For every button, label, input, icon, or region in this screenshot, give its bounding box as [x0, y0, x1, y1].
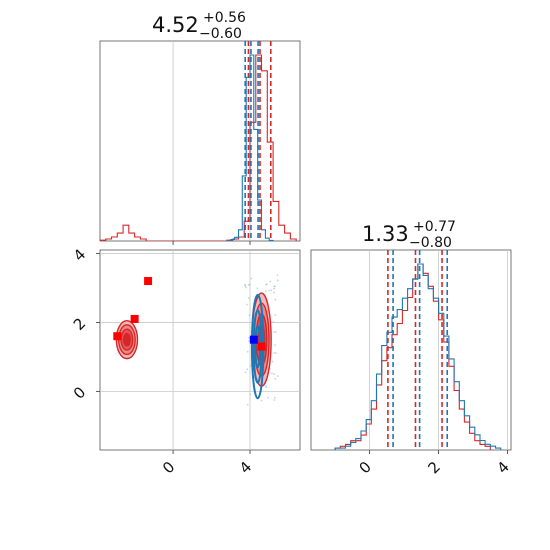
- bl-sample-dot: [271, 360, 274, 363]
- contour-series: [113, 274, 279, 406]
- bl-marker-0: [144, 277, 153, 286]
- bl-sample-dot: [274, 331, 277, 334]
- bl-sample-dot: [267, 396, 269, 399]
- br-hist-series-1: [334, 263, 502, 450]
- bl-sample-dot: [274, 377, 277, 380]
- bl-sample-dot: [270, 289, 273, 292]
- hist-top-left-ticks: [172, 241, 251, 245]
- bl-marker-1: [130, 314, 139, 323]
- hist-panel-bottom-right: 0 2 4 1.33 +0.77 −0.80: [310, 219, 513, 477]
- bl-xtick-label-0: 0: [159, 458, 178, 477]
- bl-sample-dot: [247, 284, 250, 286]
- bl-sample-dot: [274, 298, 277, 301]
- hist-top-left-series: [100, 41, 297, 241]
- br-xtick-label-2: 4: [493, 458, 512, 477]
- bl-ytick-label-1: 2: [70, 314, 89, 333]
- contour-ticks: 0 4 0 2 4: [70, 245, 255, 477]
- bl-sample-dot: [274, 396, 276, 399]
- bl-sample-dot: [246, 368, 249, 371]
- bl-sample-dot: [268, 289, 270, 292]
- bl-density-region-1-3: [122, 332, 132, 347]
- bl-marker-3: [257, 342, 266, 351]
- hist-bottom-right-title-lower: −0.80: [409, 235, 452, 251]
- bl-sample-dot: [248, 314, 251, 317]
- bl-sample-dot: [273, 331, 276, 333]
- tl-hist-series-0: [100, 54, 297, 241]
- br-xtick-label-1: 2: [424, 458, 443, 477]
- bl-sample-dot: [246, 350, 249, 353]
- bl-sample-dot: [275, 352, 277, 355]
- bl-sample-dot: [272, 321, 275, 323]
- hist-bottom-right-title: 1.33: [362, 222, 409, 246]
- bl-sample-dot: [273, 399, 276, 401]
- bl-xtick-label-1: 4: [236, 458, 255, 477]
- bl-sample-dot: [269, 280, 272, 283]
- bl-sample-dot: [273, 373, 275, 376]
- bl-marker-2: [113, 332, 122, 341]
- bl-ytick-label-2: 4: [70, 245, 89, 264]
- bl-sample-dot: [274, 314, 277, 316]
- bl-sample-dot: [246, 303, 248, 306]
- bl-sample-dot: [250, 277, 253, 280]
- bl-ytick-label-0: 0: [70, 383, 89, 402]
- bl-sample-dot: [273, 287, 276, 290]
- bl-sample-dot: [265, 283, 267, 286]
- bl-sample-dot: [265, 386, 268, 389]
- bl-sample-dot: [260, 399, 263, 402]
- bl-sample-dot: [248, 337, 251, 339]
- bl-sample-dot: [264, 290, 267, 293]
- bl-sample-dot: [248, 340, 250, 342]
- contour-frame: [99, 249, 301, 451]
- tl-hist-series-1: [226, 54, 274, 241]
- br-xtick-label-0: 0: [356, 458, 375, 477]
- hist-top-left-title-lower: −0.60: [199, 26, 242, 42]
- hist-bottom-right-title-upper: +0.77: [413, 219, 456, 235]
- bl-sample-dot: [270, 372, 273, 375]
- bl-sample-dot: [273, 352, 275, 354]
- hist-bottom-right-frame: [310, 249, 512, 451]
- bl-sample-dot: [244, 371, 247, 374]
- hist-top-left-grid: [172, 41, 251, 241]
- br-hist-series-0: [334, 263, 491, 450]
- bl-sample-dot: [246, 403, 249, 406]
- bl-sample-dot: [249, 365, 252, 367]
- bl-sample-dot: [273, 285, 276, 288]
- bl-marker-4: [249, 335, 258, 344]
- bl-sample-dot: [249, 393, 252, 396]
- bl-sample-dot: [273, 344, 276, 347]
- bl-sample-dot: [276, 279, 279, 282]
- bl-sample-dot: [276, 375, 279, 378]
- contour-panel-bottom-left: 0 4 0 2 4: [70, 245, 301, 477]
- hist-bottom-right-series: [334, 250, 502, 450]
- hist-top-left-title: 4.52: [152, 13, 199, 37]
- bl-sample-dot: [244, 284, 247, 287]
- bl-sample-dot: [276, 274, 279, 277]
- hist-panel-top-left: 4.52 +0.56 −0.60: [99, 10, 301, 245]
- hist-top-left-title-upper: +0.56: [203, 10, 246, 26]
- bl-sample-dot: [273, 291, 275, 294]
- hist-bottom-right-ticks: 0 2 4: [356, 450, 513, 477]
- hist-bottom-right-grid: [369, 250, 508, 450]
- bl-sample-dot: [244, 286, 247, 289]
- bl-sample-dot: [256, 287, 259, 290]
- bl-sample-dot: [247, 297, 250, 299]
